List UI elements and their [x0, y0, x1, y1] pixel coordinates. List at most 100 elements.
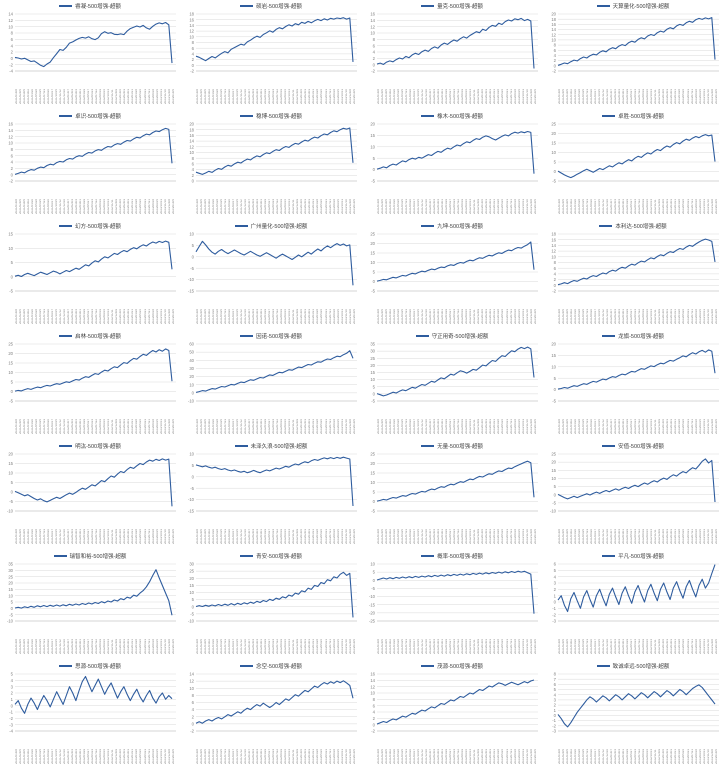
chart-card-本利达[interactable]: 本利达-500增强-超额 18 16 14 12 10 8 6 4 2 0 -2 2021/01/08 2…	[544, 221, 722, 328]
chart-plot-area[interactable]: 25 20 15 10 5 0 -5	[363, 451, 539, 513]
y-axis-tick-label: 10	[551, 476, 556, 481]
x-axis-tick-label: 2021/09/17	[232, 638, 236, 654]
series-line-excess-return[interactable]	[557, 134, 716, 179]
chart-card-守正用奇[interactable]: 守正用奇-500增强-超额 35 30 25 20 15 10 5 0 -5 2021/01/08 2…	[363, 331, 541, 438]
chart-card-卓胜[interactable]: 卓胜-500增强-超额 25 20 15 10 5 0 -5 2021/01/08 2021/02…	[544, 111, 722, 218]
y-axis-tick-label: 10	[189, 150, 194, 155]
chart-plot-area[interactable]: 25 20 15 10 5 0 -5	[363, 231, 539, 293]
series-line-excess-return[interactable]	[195, 17, 354, 62]
chart-card-概率[interactable]: 概率-500增强-超额 10 5 0 -5 -10 -15 -20 -25 2021/01/08 2…	[363, 551, 541, 658]
series-line-excess-return[interactable]	[14, 21, 173, 68]
chart-card-睿凝[interactable]: 睿凝-500增强-超额 14 12 10 8 6 4 2 0 -2 -4 2021/01/08 2021…	[1, 1, 179, 108]
chart-plot-area[interactable]: 25 20 15 10 5 0 -5 -10	[544, 451, 720, 513]
chart-card-龙旗[interactable]: 龙旗-500增强-超额 20 15 10 5 0 -5 2021/01/08 2021/02/0…	[544, 331, 722, 438]
chart-plot-area[interactable]: 654 321 0-1-2 -3	[544, 561, 720, 623]
series-line-excess-return[interactable]	[557, 564, 716, 613]
chart-plot-area[interactable]: 15 10 5 0 -5	[1, 231, 177, 293]
series-line-excess-return[interactable]	[195, 350, 354, 393]
chart-card-天算量化[interactable]: 天算量化-500增强-超额 20 18 16 14 12 10 8 6 4 2 0 -2 2021/01/…	[544, 1, 722, 108]
chart-card-幻方[interactable]: 幻方-500增强-超额 15 10 5 0 -5 2021/01/08 2021/02/05 2…	[1, 221, 179, 328]
series-line-excess-return[interactable]	[376, 679, 535, 725]
chart-card-九坤[interactable]: 九坤-500增强-超额 25 20 15 10 5 0 -5 2021/01/08 2021/02…	[363, 221, 541, 328]
series-line-excess-return[interactable]	[195, 127, 354, 175]
series-line-excess-return[interactable]	[14, 675, 173, 714]
chart-plot-area[interactable]: 25 20 15 10 5 0 -5	[1, 341, 177, 403]
series-line-excess-return[interactable]	[376, 570, 535, 614]
legend-line-icon	[240, 555, 254, 557]
chart-card-思源[interactable]: 思源-500增强-超额 5 4 3 2 1 0 -1 -2 -3 -4 2021/01/08 2021/…	[1, 661, 179, 768]
series-line-excess-return[interactable]	[376, 17, 535, 69]
series-line-excess-return[interactable]	[14, 458, 173, 507]
series-line-excess-return[interactable]	[557, 17, 716, 66]
series-line-excess-return[interactable]	[195, 571, 354, 618]
chart-plot-area[interactable]: 25 20 15 10 5 0 -5	[544, 121, 720, 183]
series-line-excess-return[interactable]	[195, 680, 354, 724]
x-axis-tick-label: 2023/10/13	[521, 748, 525, 764]
chart-card-瑞智和裕[interactable]: 瑞智和裕-500增强-超额 35 30 25 20 15 10 5 0 -5 -10 2021/01/…	[1, 551, 179, 658]
chart-plot-area[interactable]: 10 5 0 -5 -10 -15	[182, 451, 358, 513]
chart-plot-area[interactable]: 35 30 25 20 15 10 5 0 -5	[363, 341, 539, 403]
chart-plot-area[interactable]: 20 15 10 5 0 -5	[544, 341, 720, 403]
chart-card-硕岩[interactable]: 硕岩-500增强-超额 18 16 14 12 10 8 6 4 2 0 -2 2021/01/08 20…	[182, 1, 360, 108]
series-line-excess-return[interactable]	[557, 684, 716, 728]
chart-card-安值[interactable]: 安值-500增强-超额 25 20 15 10 5 0 -5 -10 2021/01/08 2021…	[544, 441, 722, 548]
chart-card-稳博[interactable]: 稳博-500增强-超额 20 18 16 14 12 10 8 6 4 2 0 2021/01/08 20…	[182, 111, 360, 218]
series-line-excess-return[interactable]	[557, 349, 716, 390]
series-line-excess-return[interactable]	[557, 238, 716, 286]
series-line-excess-return[interactable]	[14, 127, 173, 175]
chart-card-广州量化[interactable]: 广州量化-500增强-超额 10 5 0 -5 -10 -15 2021/01/08 2021/…	[182, 221, 360, 328]
chart-card-量克[interactable]: 量克-500增强-超额 16 14 12 10 8 6 4 2 0 -2 2021/01/08 2021…	[363, 1, 541, 108]
chart-plot-area[interactable]: 10 5 0 -5 -10 -15	[182, 231, 358, 293]
chart-plot-area[interactable]: 10 5 0 -5 -10 -15 -20 -25	[363, 561, 539, 623]
chart-card-明汯[interactable]: 明汯-500增强-超额 20 15 10 5 0 -5 -10 2021/01/08 2021/0…	[1, 441, 179, 548]
chart-card-茂源[interactable]: 茂源-500增强-超额 16 14 12 10 8 6 4 2 0 -2 2021/01/08 2021…	[363, 661, 541, 768]
y-axis-tick-label: -5	[371, 399, 375, 403]
chart-card-青安[interactable]: 青安-500增强-超额 30 25 20 15 10 5 0 -5 -10 2021/01/08 20…	[182, 551, 360, 658]
chart-plot-area[interactable]: 20 15 10 5 0 -5	[363, 121, 539, 183]
series-line-excess-return[interactable]	[14, 240, 173, 278]
chart-plot-area[interactable]: 20 15 10 5 0 -5 -10	[1, 451, 177, 513]
series-line-excess-return[interactable]	[376, 346, 535, 397]
x-axis-tick-label: 2021/04/30	[212, 308, 216, 324]
x-axis-tick-label: 2023/11/10	[706, 749, 710, 764]
x-axis-tick-label: 2021/04/30	[31, 528, 35, 544]
chart-title: 天算量化-500增强-超额	[612, 4, 670, 10]
series-line-excess-return[interactable]	[376, 460, 535, 502]
chart-card-念空[interactable]: 念空-500增强-超额 14 12 10 8 6 4 2 0 -2 2021/01/08 2021/0…	[182, 661, 360, 768]
chart-card-因诺[interactable]: 因诺-500增强-超额 60 50 40 30 20 10 0 -10 2021/01/08 202…	[182, 331, 360, 438]
series-line-excess-return[interactable]	[195, 240, 354, 286]
chart-plot-area[interactable]: 543 210 -1-2-3 -4	[1, 671, 177, 733]
chart-card-启林[interactable]: 启林-500增强-超额 25 20 15 10 5 0 -5 2021/01/08 2021/02…	[1, 331, 179, 438]
series-line-excess-return[interactable]	[195, 456, 354, 507]
chart-plot-area[interactable]: 60 50 40 30 20 10 0 -10	[182, 341, 358, 403]
series-line-excess-return[interactable]	[557, 458, 716, 503]
chart-card-无量[interactable]: 无量-500增强-超额 25 20 15 10 5 0 -5 2021/01/08 2021/02…	[363, 441, 541, 548]
chart-card-致诚卓远[interactable]: 致诚卓远-500增强-超额 8 7 6 5 4 3 2 1 0 -1 -2 -3 2021/01/08 20…	[544, 661, 722, 768]
chart-plot-area[interactable]: 14 12 10 8 6 4 2 0 -2	[182, 671, 358, 733]
chart-card-卓识[interactable]: 卓识-500增强-超额 16 14 12 10 8 6 4 2 0 -2 2021/01/08 2021…	[1, 111, 179, 218]
chart-card-平凡[interactable]: 平凡-500增强-超额 6 5 4 3 2 1 0 -1 -2 -3 2021/01/08 2021/0…	[544, 551, 722, 658]
chart-card-未泽久浪[interactable]: 未泽久浪-500增强-超额 10 5 0 -5 -10 -15 2021/01/08 2021/…	[182, 441, 360, 548]
series-line-excess-return[interactable]	[14, 569, 173, 616]
series-line-excess-return[interactable]	[376, 130, 535, 174]
x-axis-tick-label: 2021/03/05	[204, 308, 208, 324]
x-axis-tick-label: 2021/10/15	[417, 198, 421, 214]
y-axis-tick-label: -15	[188, 509, 195, 513]
y-axis-tick-label: 0	[554, 713, 557, 718]
series-line-excess-return[interactable]	[14, 348, 173, 392]
series-line-excess-return[interactable]	[376, 241, 535, 282]
chart-legend: 无量-500增强-超额	[363, 441, 541, 451]
y-axis-tick-label: 4	[192, 167, 195, 172]
chart-card-橡木[interactable]: 橡木-500增强-超额 20 15 10 5 0 -5 2021/01/08 2021/02/0…	[363, 111, 541, 218]
chart-plot-area[interactable]: 30 25 20 15 10 5 0 -5 -10	[182, 561, 358, 623]
